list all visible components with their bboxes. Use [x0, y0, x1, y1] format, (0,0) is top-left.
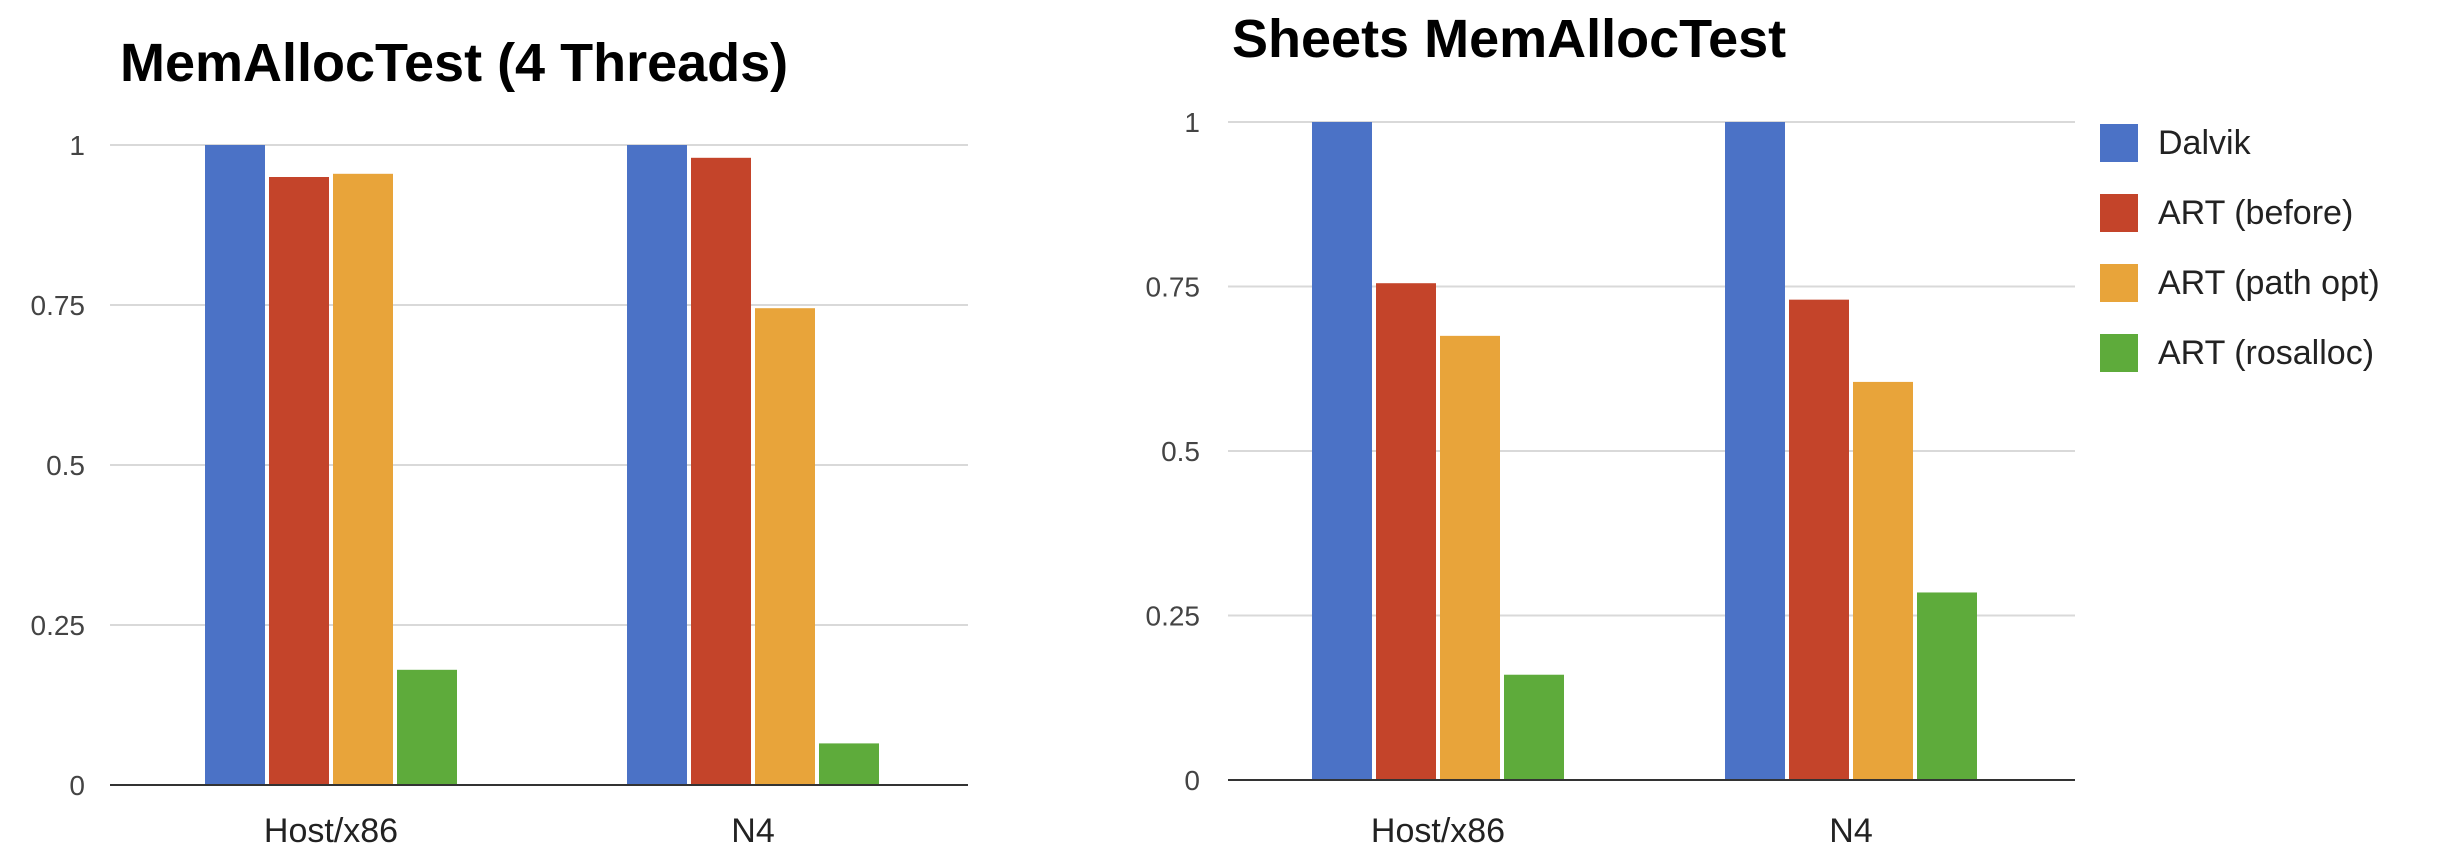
- legend-swatch-art-path-opt: [2100, 264, 2138, 302]
- legend-item-art-rosalloc: ART (rosalloc): [2100, 318, 2380, 388]
- chart2-y-tick-label: 0.5: [1161, 436, 1200, 467]
- chart1-bar-dalvik-n4: [627, 145, 687, 785]
- chart2-bar-art-rosalloc-host-x86: [1504, 674, 1564, 780]
- chart2-bar-dalvik-host-x86: [1312, 122, 1372, 780]
- chart2-y-tick-label: 0.75: [1146, 272, 1201, 303]
- chart1-y-tick-label: 0.5: [46, 450, 85, 481]
- chart2-category-label-host-x86: Host/x86: [1371, 812, 1505, 850]
- chart1-bar-dalvik-host-x86: [205, 145, 265, 785]
- chart2-y-tick-label: 0.25: [1146, 601, 1201, 632]
- chart1-y-tick-label: 0.75: [31, 290, 86, 321]
- chart2-bar-art-path-opt-host-x86: [1440, 335, 1500, 780]
- chart1-y-tick-label: 0.25: [31, 610, 86, 641]
- chart1-y-tick-label: 0: [69, 770, 85, 801]
- chart2-y-tick-label: 0: [1184, 765, 1200, 796]
- chart2-bar-art-path-opt-n4: [1853, 381, 1913, 780]
- chart1-bar-art-path-opt-n4: [755, 308, 815, 785]
- legend-label-art-before: ART (before): [2158, 193, 2354, 232]
- chart1-category-label-host-x86: Host/x86: [264, 812, 398, 850]
- chart1-category-label-n4: N4: [731, 812, 774, 850]
- chart1-bar-art-before-n4: [691, 157, 751, 786]
- chart2-bar-dalvik-n4: [1725, 122, 1785, 780]
- legend-label-dalvik: Dalvik: [2158, 123, 2251, 162]
- chart1-bar-art-path-opt-host-x86: [333, 173, 393, 786]
- chart1-bar-art-rosalloc-n4: [819, 743, 879, 785]
- chart2-bar-art-rosalloc-n4: [1917, 592, 1977, 780]
- chart2-bar-art-before-n4: [1789, 299, 1849, 780]
- legend-label-art-path-opt: ART (path opt): [2158, 263, 2380, 302]
- chart2-bar-art-before-host-x86: [1376, 283, 1436, 780]
- chart2-y-tick-label: 1: [1184, 107, 1200, 138]
- chart1-y-tick-label: 1: [69, 130, 85, 161]
- legend-item-dalvik: Dalvik: [2100, 108, 2380, 178]
- legend: Dalvik ART (before) ART (path opt) ART (…: [2100, 108, 2380, 388]
- legend-swatch-art-before: [2100, 194, 2138, 232]
- legend-item-art-before: ART (before): [2100, 178, 2380, 248]
- chart1-bar-art-before-host-x86: [269, 177, 329, 785]
- legend-swatch-art-rosalloc: [2100, 334, 2138, 372]
- legend-swatch-dalvik: [2100, 124, 2138, 162]
- chart-title-memalloctest-4-threads: MemAllocTest (4 Threads): [120, 33, 789, 93]
- legend-label-art-rosalloc: ART (rosalloc): [2158, 333, 2375, 372]
- legend-item-art-path-opt: ART (path opt): [2100, 248, 2380, 318]
- chart-title-sheets-memalloctest: Sheets MemAllocTest: [1232, 9, 1787, 69]
- chart2-category-label-n4: N4: [1829, 812, 1872, 850]
- chart1-bar-art-rosalloc-host-x86: [397, 669, 457, 785]
